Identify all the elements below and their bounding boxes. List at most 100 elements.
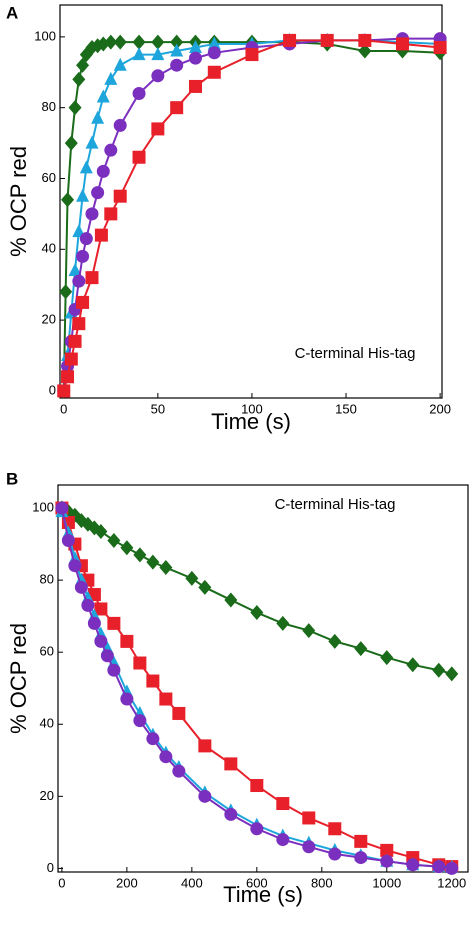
marker bbox=[96, 89, 110, 103]
marker bbox=[406, 858, 420, 872]
marker bbox=[64, 352, 78, 366]
series-line bbox=[61, 507, 453, 675]
marker bbox=[302, 811, 316, 825]
y-tick-label: 40 bbox=[42, 241, 56, 256]
y-tick-label: 0 bbox=[47, 860, 54, 875]
marker bbox=[198, 739, 212, 753]
marker bbox=[94, 602, 108, 616]
marker bbox=[328, 822, 342, 836]
marker bbox=[320, 33, 334, 47]
marker bbox=[146, 732, 160, 746]
marker bbox=[198, 789, 212, 803]
marker bbox=[79, 232, 93, 246]
series-line bbox=[60, 507, 452, 868]
marker bbox=[354, 641, 368, 657]
marker bbox=[68, 559, 82, 573]
marker bbox=[151, 69, 165, 83]
y-tick-label: 20 bbox=[40, 788, 54, 803]
x-tick-label: 50 bbox=[151, 401, 165, 416]
x-tick-label: 800 bbox=[311, 875, 333, 890]
marker bbox=[104, 71, 118, 85]
marker bbox=[151, 122, 165, 136]
marker bbox=[328, 847, 342, 861]
marker bbox=[302, 623, 316, 639]
x-tick-label: 0 bbox=[58, 875, 65, 890]
marker bbox=[445, 861, 459, 875]
marker bbox=[380, 854, 394, 868]
marker bbox=[132, 34, 146, 50]
marker bbox=[113, 34, 127, 50]
annotation: C-terminal His-tag bbox=[295, 345, 416, 362]
marker bbox=[85, 271, 99, 285]
marker bbox=[104, 34, 118, 50]
marker bbox=[85, 135, 99, 149]
marker bbox=[76, 295, 90, 309]
marker bbox=[132, 150, 146, 164]
x-tick-label: 1200 bbox=[437, 875, 466, 890]
marker bbox=[113, 189, 127, 203]
x-tick-label: 0 bbox=[60, 401, 67, 416]
marker bbox=[57, 384, 71, 398]
marker bbox=[185, 570, 199, 586]
y-tick-label: 40 bbox=[40, 716, 54, 731]
x-tick-label: 200 bbox=[116, 875, 138, 890]
marker bbox=[380, 843, 394, 857]
marker bbox=[61, 192, 75, 208]
y-tick-label: 60 bbox=[40, 644, 54, 659]
y-tick-label: 60 bbox=[42, 170, 56, 185]
marker bbox=[250, 822, 264, 836]
marker bbox=[113, 118, 127, 132]
marker bbox=[188, 51, 202, 65]
marker bbox=[358, 33, 372, 47]
marker bbox=[61, 533, 75, 547]
series-line bbox=[60, 511, 452, 869]
marker bbox=[113, 57, 127, 71]
y-axis-label: % OCP red bbox=[6, 146, 31, 257]
marker bbox=[151, 47, 165, 61]
marker bbox=[172, 706, 186, 720]
y-tick-label: 100 bbox=[34, 28, 56, 43]
x-tick-label: 100 bbox=[241, 401, 263, 416]
marker bbox=[107, 663, 121, 677]
series-line bbox=[62, 39, 441, 392]
x-tick-label: 1000 bbox=[372, 875, 401, 890]
plot-frame bbox=[57, 484, 469, 873]
marker bbox=[94, 228, 108, 242]
series-line bbox=[60, 507, 452, 870]
marker bbox=[170, 43, 184, 57]
marker bbox=[76, 249, 90, 263]
marker bbox=[87, 616, 101, 630]
series-line bbox=[62, 37, 441, 392]
marker bbox=[81, 598, 95, 612]
marker bbox=[151, 34, 165, 50]
marker bbox=[104, 207, 118, 221]
marker bbox=[59, 284, 73, 300]
y-tick-label: 100 bbox=[32, 499, 54, 514]
marker bbox=[68, 334, 82, 348]
marker bbox=[207, 36, 221, 50]
marker bbox=[133, 656, 147, 670]
marker bbox=[250, 779, 264, 793]
marker bbox=[68, 263, 82, 277]
marker bbox=[224, 592, 238, 608]
series-line bbox=[62, 39, 441, 392]
marker bbox=[96, 164, 110, 178]
marker bbox=[133, 714, 147, 728]
marker bbox=[207, 46, 221, 60]
x-tick-label: 200 bbox=[429, 401, 451, 416]
marker bbox=[94, 523, 108, 539]
marker bbox=[207, 65, 221, 79]
marker bbox=[104, 143, 118, 157]
marker bbox=[172, 764, 186, 778]
marker bbox=[224, 757, 238, 771]
marker bbox=[170, 34, 184, 50]
marker bbox=[91, 186, 105, 200]
marker bbox=[432, 662, 446, 678]
panel-label: A bbox=[6, 3, 18, 22]
series-line bbox=[62, 41, 441, 391]
marker bbox=[120, 634, 134, 648]
marker bbox=[79, 160, 93, 174]
y-tick-label: 20 bbox=[42, 312, 56, 327]
marker bbox=[120, 540, 134, 556]
